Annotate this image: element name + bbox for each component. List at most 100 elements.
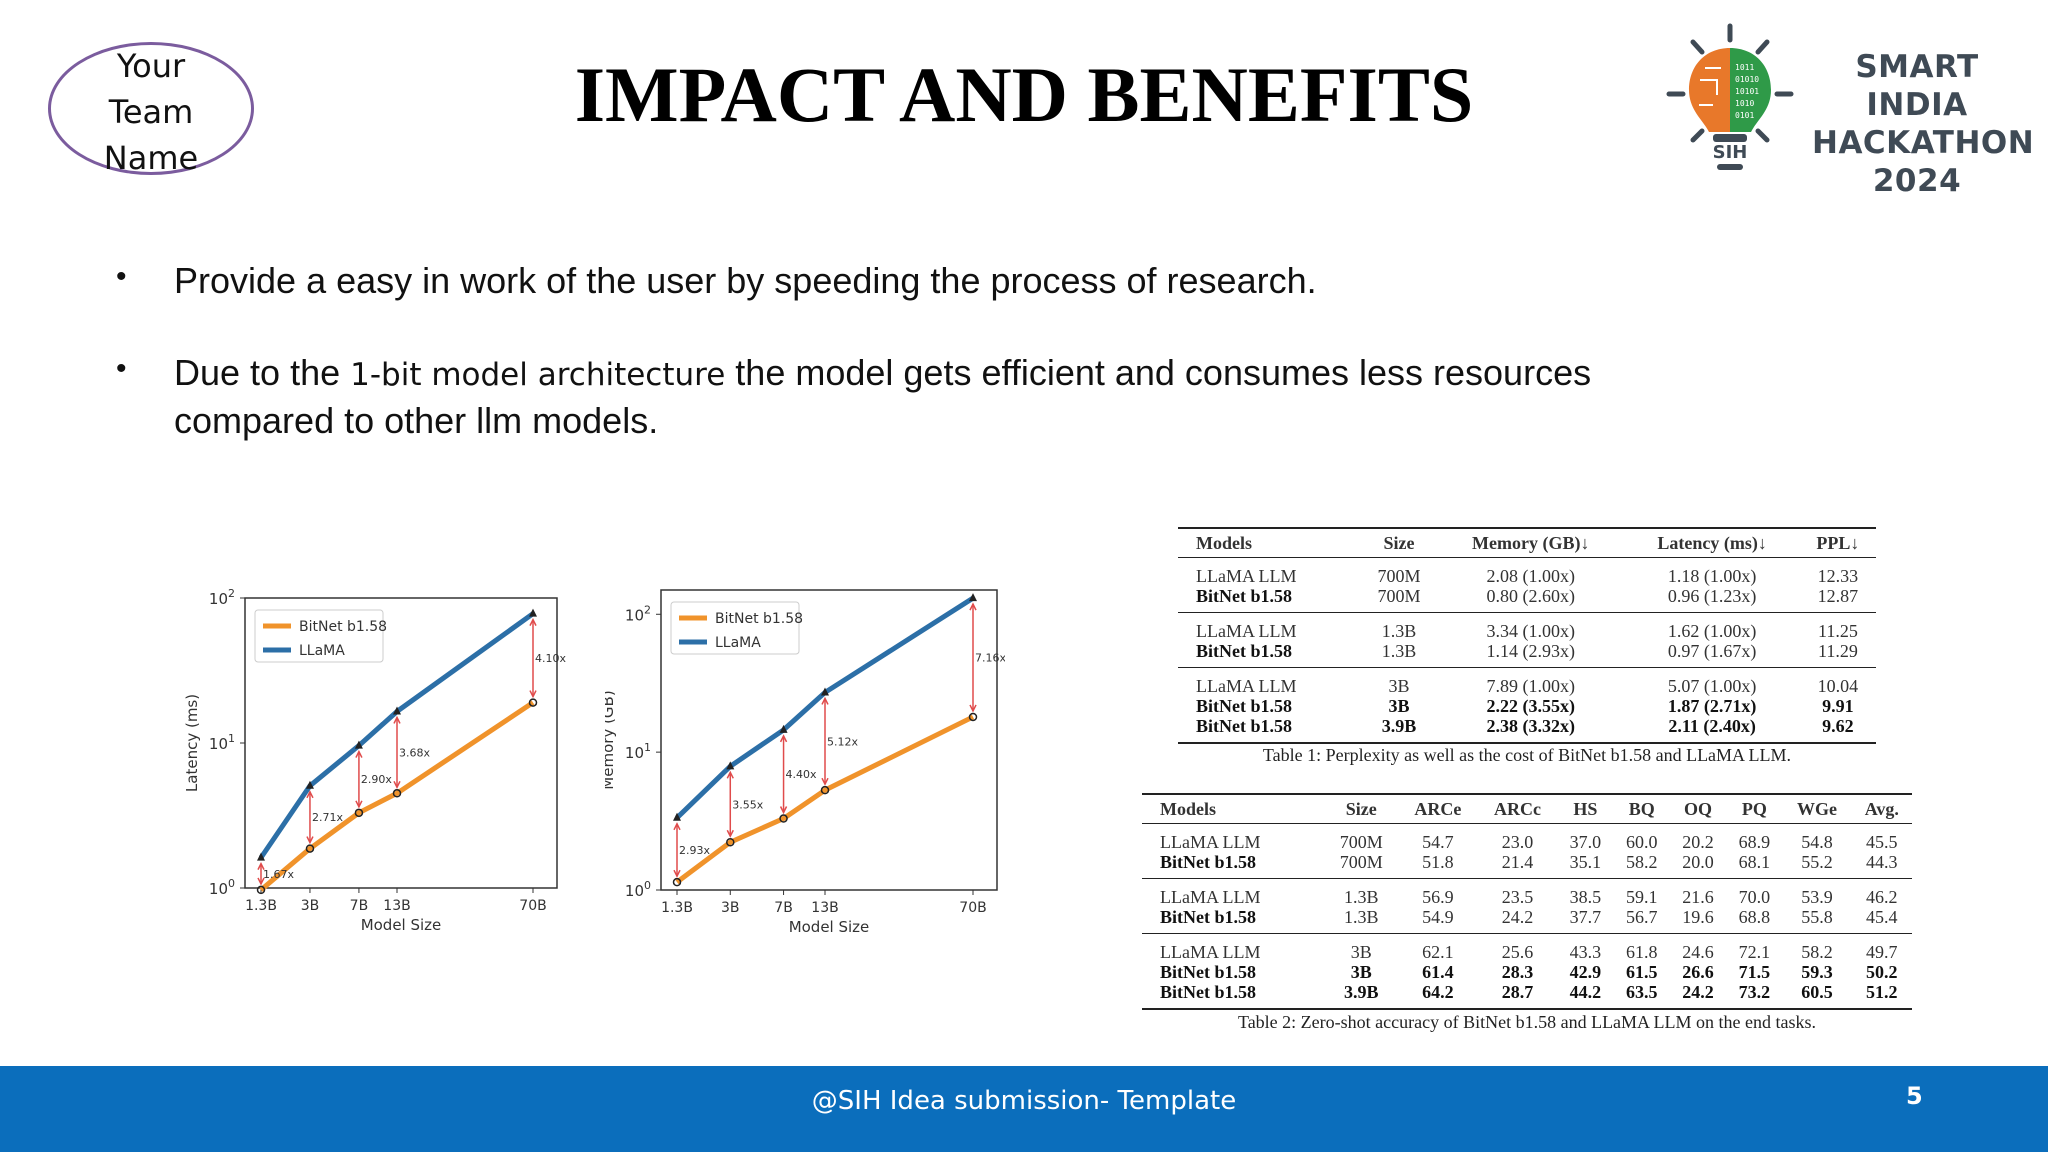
page-number: 5 (1906, 1082, 1923, 1110)
data-point (968, 712, 978, 722)
arrow-head (355, 749, 363, 758)
data-point (392, 789, 402, 798)
table-header-cell: Latency (ms)↓ (1624, 528, 1800, 558)
table-row: BitNet b1.58 3B 61.4 28.3 42.9 61.5 26.6 71.5 59… (1142, 962, 1912, 982)
table-cell: 700M (1339, 832, 1383, 852)
table-cell: 45.4 (1866, 907, 1898, 927)
arrow-head (529, 617, 537, 626)
bullet-list: Provide a easy in work of the user by sp… (112, 254, 1732, 490)
table-cell: 7.89 (1.00x) (1486, 676, 1575, 696)
arrow-head (306, 836, 314, 845)
data-point (354, 808, 364, 818)
legend-label: LLaMA (715, 635, 761, 651)
data-point (257, 852, 265, 861)
data-point (256, 885, 266, 895)
table-cell: 59.3 (1801, 962, 1833, 982)
arrow-head (969, 704, 977, 713)
legend-label: LLaMA (299, 643, 345, 659)
table-cell: 19.6 (1682, 907, 1714, 927)
table-1-caption: Table 1: Perplexity as well as the cost … (1262, 745, 1792, 765)
table-cell: 1.18 (1.00x) (1667, 566, 1757, 586)
series-line (675, 714, 975, 885)
slide-title: IMPACT AND BENEFITS (574, 51, 1474, 138)
data-point (529, 608, 537, 617)
table-2: Models Size ARCe ARCc HS BQ OQ PQ WGe Avg. LLaMA L… (1142, 793, 1912, 1010)
arrow-head (673, 822, 681, 831)
data-point (779, 724, 788, 733)
table-header-cell: Models (1178, 528, 1361, 558)
table-cell: 61.4 (1422, 962, 1454, 982)
y-tick-label: 102 (625, 603, 651, 624)
table-row: LLaMA LLM 1.3B 3.34 (1.00x) 1.62 (1.00x) 11.… (1178, 612, 1876, 642)
table-header-cell: Avg. (1851, 794, 1912, 824)
table-cell: 1.62 (1.00x) (1667, 621, 1757, 641)
table-cell: 63.5 (1625, 982, 1658, 1002)
table-cell: 58.2 (1801, 942, 1833, 962)
table-cell: 3B (1388, 696, 1410, 716)
arrow-head (821, 696, 829, 705)
latency-chart: 100 101 102 1.3B 3B 7B 13B 70B Model Size Latency… (185, 587, 566, 934)
table-cell: 59.1 (1625, 887, 1658, 907)
table-cell: BitNet b1.58 (1160, 852, 1256, 872)
data-point (969, 593, 977, 602)
ratio-label: 1.67x (263, 868, 294, 881)
memory-chart: 100 101 102 1.3B 3B 7B 13B 70B Model Size Memory … (605, 589, 1005, 936)
table-header-cell: OQ (1669, 794, 1727, 824)
table-cell: 68.8 (1738, 907, 1771, 927)
table-cell: 23.0 (1501, 832, 1534, 852)
table-cell: 26.6 (1682, 962, 1714, 982)
table-cell: 25.6 (1501, 942, 1534, 962)
data-point (820, 785, 830, 795)
table-cell: BitNet b1.58 (1196, 716, 1292, 736)
data-point (354, 740, 363, 749)
table-cell: 0.97 (1.67x) (1667, 641, 1757, 661)
table-cell: 50.2 (1866, 962, 1898, 982)
arrow-head (969, 602, 977, 611)
table-header-cell: BQ (1613, 794, 1670, 824)
table-cell: 2.38 (3.32x) (1486, 716, 1575, 736)
table-cell: LLaMA LLM (1160, 942, 1261, 962)
x-tick-label: 7B (774, 900, 793, 916)
arrow-head (673, 869, 681, 878)
table-cell: 5.07 (1.00x) (1667, 676, 1757, 696)
table-cell: 38.5 (1569, 887, 1602, 907)
arrow-head (529, 690, 537, 699)
x-tick-label: 3B (301, 898, 320, 914)
x-tick-label: 13B (811, 900, 838, 916)
table-cell: 61.8 (1625, 942, 1658, 962)
table-cell: 21.6 (1682, 887, 1714, 907)
table-1: Models Size Memory (GB)↓ Latency (ms)↓ PPL↓ L… (1178, 527, 1876, 744)
series-line (259, 700, 535, 892)
ratio-label: 2.90x (361, 773, 392, 786)
logo-badge: SIH (1713, 142, 1748, 163)
table-cell: 73.2 (1738, 982, 1771, 1002)
table-cell: 24.2 (1501, 907, 1534, 927)
bullet-text-2a: Due to the (174, 352, 351, 393)
table-cell: BitNet b1.58 (1196, 696, 1292, 716)
table-header-cell: HS (1557, 794, 1614, 824)
data-point (726, 838, 735, 847)
table-cell: 56.7 (1625, 907, 1658, 927)
table-cell: 45.5 (1866, 832, 1898, 852)
arrow-head (355, 800, 363, 809)
table-cell: 3.34 (1.00x) (1486, 621, 1575, 641)
table-cell: 37.0 (1569, 832, 1602, 852)
table-cell: 3B (1350, 942, 1372, 962)
table-cell: 700M (1339, 852, 1383, 872)
table-cell: 62.1 (1422, 942, 1454, 962)
table-cell: 11.25 (1817, 621, 1858, 641)
table-header-cell: Models (1142, 794, 1325, 824)
table-cell: 53.9 (1801, 887, 1833, 907)
table-header-cell: WGe (1782, 794, 1852, 824)
bullet-text-2b: 1-bit model architecture (350, 357, 726, 393)
table-header-cell: ARCe (1398, 794, 1478, 824)
table-row: BitNet b1.58 3.9B 64.2 28.7 44.2 63.5 24.2 73.2… (1142, 982, 1912, 1009)
y-tick-label: 100 (625, 879, 651, 900)
table-cell: 1.3B (1344, 907, 1379, 927)
table-cell: 1.3B (1344, 887, 1379, 907)
table-cell: LLaMA LLM (1196, 621, 1297, 641)
table-cell: 60.5 (1801, 982, 1833, 1002)
svg-text:0101: 0101 (1735, 111, 1754, 120)
table-cell: 54.7 (1422, 832, 1454, 852)
table-row: LLaMA LLM 700M 2.08 (1.00x) 1.18 (1.00x) 12.… (1178, 558, 1876, 587)
